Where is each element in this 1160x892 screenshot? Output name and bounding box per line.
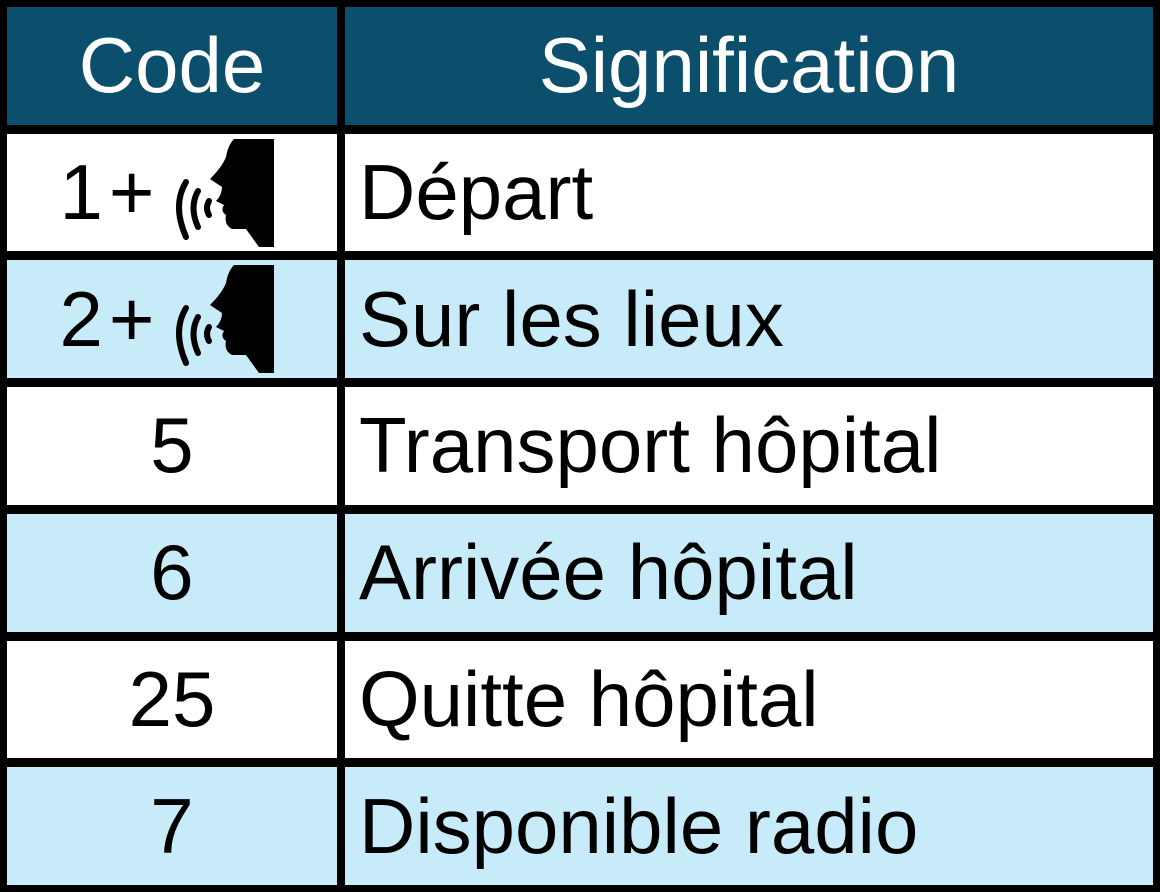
header-code: Code <box>7 7 337 125</box>
speaking-head-icon <box>176 265 275 374</box>
code-cell: 6 <box>7 513 337 632</box>
code-value: 1 <box>59 148 103 237</box>
code-cell: 25 <box>7 640 337 759</box>
meaning-cell: Départ <box>345 133 1153 252</box>
meaning-cell: Transport hôpital <box>345 387 1153 505</box>
code-cell: 7 <box>7 767 337 885</box>
speaking-head-icon <box>176 138 275 247</box>
code-cell: 1 + <box>7 133 337 252</box>
plus-sign: + <box>108 148 155 237</box>
code-cell: 5 <box>7 387 337 505</box>
meaning-cell: Quitte hôpital <box>345 640 1153 759</box>
meaning-cell: Disponible radio <box>345 767 1153 885</box>
meaning-cell: Arrivée hôpital <box>345 513 1153 632</box>
code-cell: 2 + <box>7 260 337 379</box>
code-value: 2 <box>59 274 103 363</box>
plus-sign: + <box>108 274 155 363</box>
header-meaning: Signification <box>345 7 1153 125</box>
meaning-cell: Sur les lieux <box>345 260 1153 379</box>
